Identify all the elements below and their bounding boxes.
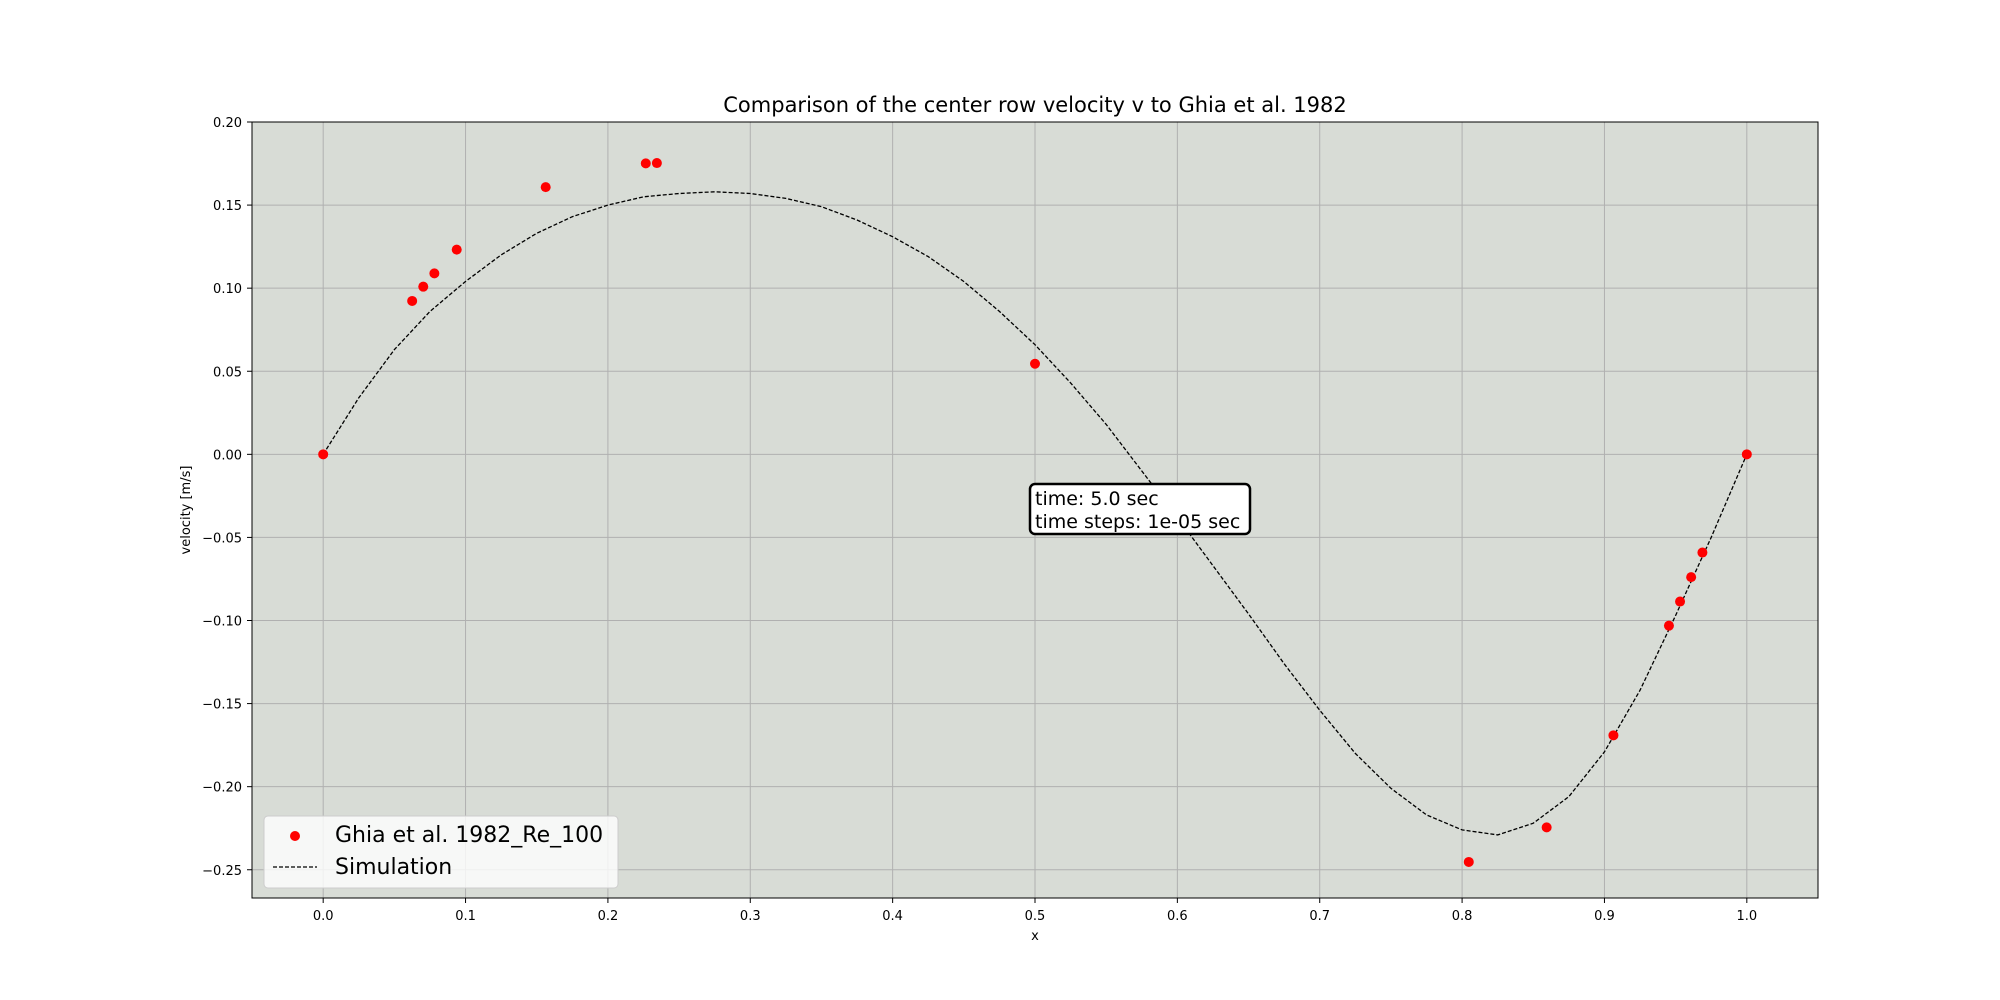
ghia-data-point [451, 244, 462, 255]
legend-label-ghia: Ghia et al. 1982_Re_100 [335, 823, 603, 848]
ghia-data-point [1463, 856, 1474, 867]
x-tick-label: 1.0 [1736, 909, 1757, 924]
chart-title: Comparison of the center row velocity v … [723, 93, 1346, 117]
y-tick-label: 0.20 [213, 116, 242, 131]
x-tick-label: 0.1 [455, 909, 476, 924]
y-axis-ticks: 0.20 0.15 0.10 0.05 0.00 −0.05 −0.10 −0.15 −0.20… [202, 116, 252, 879]
ghia-data-point [1697, 547, 1708, 558]
ghia-data-point [1741, 449, 1752, 460]
simulation-series [322, 191, 1748, 836]
ghia-data-point [1608, 730, 1619, 741]
y-tick-label: −0.20 [202, 781, 242, 796]
y-tick-label: 0.15 [213, 199, 242, 214]
legend-marker-ghia [290, 831, 300, 841]
x-tick-label: 0.6 [1167, 909, 1188, 924]
ghia-series [318, 158, 1752, 867]
x-tick-label: 0.0 [313, 909, 334, 924]
y-tick-label: 0.10 [213, 282, 242, 297]
ghia-data-point [1663, 620, 1674, 631]
ghia-data-point [429, 268, 440, 279]
ghia-data-point [407, 295, 418, 306]
y-axis-label: velocity [m/s] [179, 466, 194, 555]
annotation-box: time: 5.0 sec time steps: 1e-05 sec [1028, 482, 1252, 536]
x-tick-label: 0.7 [1309, 909, 1330, 924]
ghia-data-point [1541, 822, 1552, 833]
ghia-data-point [418, 281, 429, 292]
ghia-data-point [1686, 572, 1697, 583]
x-tick-label: 0.5 [1025, 909, 1046, 924]
y-tick-label: −0.15 [202, 698, 242, 713]
annotation-time-steps: time steps: 1e-05 sec [1035, 511, 1240, 533]
x-tick-label: 0.2 [598, 909, 619, 924]
ghia-data-point [540, 182, 551, 193]
x-tick-label: 0.9 [1594, 909, 1615, 924]
ghia-data-point [318, 449, 329, 460]
y-tick-label: −0.05 [202, 531, 242, 546]
ghia-data-point [1030, 358, 1040, 369]
y-tick-label: 0.05 [213, 365, 242, 380]
y-tick-label: −0.10 [202, 615, 242, 630]
x-tick-label: 0.8 [1452, 909, 1473, 924]
x-tick-label: 0.4 [882, 909, 903, 924]
y-tick-label: 0.00 [213, 448, 242, 463]
x-axis-label: x [1031, 929, 1039, 944]
plot-frame [251, 121, 1819, 899]
simulation-line [322, 191, 1748, 836]
y-tick-label: −0.25 [202, 864, 242, 879]
ghia-data-point [1675, 596, 1686, 607]
x-axis-ticks: 0.0 0.1 0.2 0.3 0.4 0.5 0.6 0.7 0.8 0.9 1.0 [313, 898, 1757, 924]
legend-label-simulation: Simulation [335, 855, 452, 880]
grid [252, 121, 1818, 898]
ghia-data-point [651, 158, 662, 169]
annotation-time: time: 5.0 sec [1035, 488, 1159, 510]
x-tick-label: 0.3 [740, 909, 761, 924]
legend: Ghia et al. 1982_Re_100 Simulation [263, 815, 619, 889]
ghia-data-point [640, 158, 651, 169]
